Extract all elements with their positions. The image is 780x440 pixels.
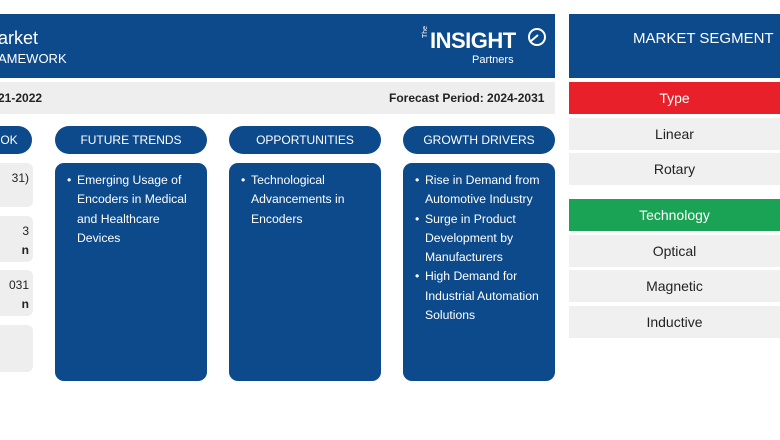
insight-partners-logo: The INSIGHT Partners [422,26,547,68]
historical-period: 21-2022 [0,91,43,105]
segment-category-type: Type [569,82,780,114]
framework-subtitle: AMEWORK [0,51,67,66]
period-band [0,82,555,114]
framework-header-band [0,14,555,78]
column-header-outlook: OK [0,126,32,154]
segment-item-inductive: Inductive [569,306,780,338]
future-trends-card: Emerging Usage of Encoders in Medical an… [55,163,207,381]
outlook-box: 31) [0,163,33,207]
outlook-box: 3 n [0,216,33,262]
column-header-growth-drivers: GROWTH DRIVERS [403,126,555,154]
logo-wordmark: INSIGHT [430,28,516,53]
list-item: Surge in Product Development by Manufact… [415,210,547,268]
market-segment-header: MARKET SEGMENT [569,14,780,78]
list-item: Technological Advancements in Encoders [241,171,373,229]
framework-title: arket [0,28,39,48]
column-header-future-trends: FUTURE TRENDS [55,126,207,154]
list-item: Emerging Usage of Encoders in Medical an… [67,171,199,248]
list-item: Rise in Demand from Automotive Industry [415,171,547,210]
segment-item-magnetic: Magnetic [569,270,780,302]
growth-drivers-card: Rise in Demand from Automotive Industry … [403,163,555,381]
outlook-box [0,325,33,372]
segment-item-optical: Optical [569,235,780,267]
list-item: High Demand for Industrial Automation So… [415,267,547,325]
column-header-opportunities: OPPORTUNITIES [229,126,381,154]
outlook-box: 031 n [0,270,33,316]
segment-item-rotary: Rotary [569,153,780,185]
forecast-period: Forecast Period: 2024-2031 [389,91,545,105]
segment-category-technology: Technology [569,199,780,231]
segment-item-linear: Linear [569,118,780,150]
opportunities-card: Technological Advancements in Encoders [229,163,381,381]
logo-swoosh-icon [528,28,546,46]
